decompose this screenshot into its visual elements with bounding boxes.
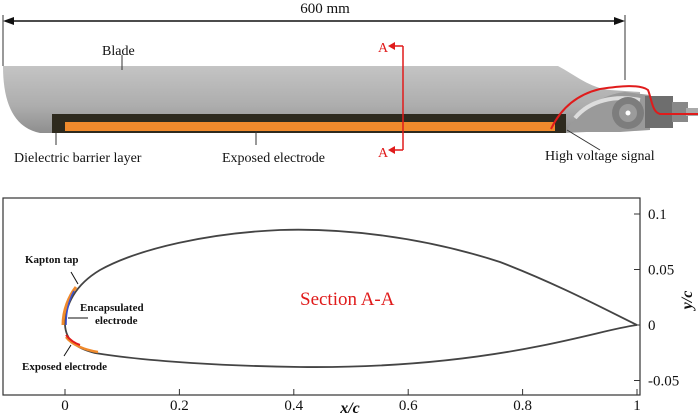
airfoil-profile [64, 228, 638, 368]
hv-label: High voltage signal [545, 149, 655, 164]
blade-hub [565, 92, 698, 132]
y-tick-label: 0.1 [648, 207, 667, 223]
kapton-leader [70, 271, 79, 285]
high-voltage-wire [550, 85, 698, 130]
electrode-label: Exposed electrode [222, 151, 325, 166]
x-axis-label: x/c [339, 400, 360, 416]
axis-ticks: 0 0.2 0.4 0.6 0.8 1 0.1 0.05 0 -0.05 [61, 207, 679, 414]
y-tick-label: 0.05 [648, 263, 674, 279]
exposed-electrode-strip [65, 122, 555, 131]
exposed-electrode-red [65, 334, 81, 346]
section-title: Section A-A [300, 289, 395, 310]
encapsulated-electrode [65, 290, 75, 326]
exposed-electrode [65, 336, 99, 354]
blade-label: Blade [102, 44, 135, 59]
x-tick-label: 0.2 [170, 398, 189, 414]
encapsulated-label-1: Encapsulated [80, 302, 144, 314]
dimension-line [2, 15, 626, 80]
y-tick-label: -0.05 [648, 374, 679, 390]
kapton-label: Kapton tap [25, 254, 79, 266]
x-tick-label: 0.8 [513, 398, 532, 414]
x-tick-label: 1 [633, 398, 641, 414]
exposed-label: Exposed electrode [22, 361, 107, 373]
x-tick-label: 0 [61, 398, 69, 414]
section-mark-bottom: A [378, 146, 389, 161]
y-axis-label: y/c [679, 291, 696, 312]
exposed-leader [63, 344, 72, 357]
x-tick-label: 0.6 [399, 398, 418, 414]
section-mark-top: A [378, 41, 389, 56]
kapton-tape [61, 286, 78, 326]
hv-leader [566, 129, 601, 151]
encapsulated-label-2: electrode [95, 315, 138, 327]
y-tick-label: 0 [648, 318, 656, 334]
dielectric-label: Dielectric barrier layer [14, 151, 142, 166]
dimension-label: 600 mm [300, 1, 350, 17]
section-line-a-a [388, 42, 404, 154]
x-tick-label: 0.4 [284, 398, 303, 414]
